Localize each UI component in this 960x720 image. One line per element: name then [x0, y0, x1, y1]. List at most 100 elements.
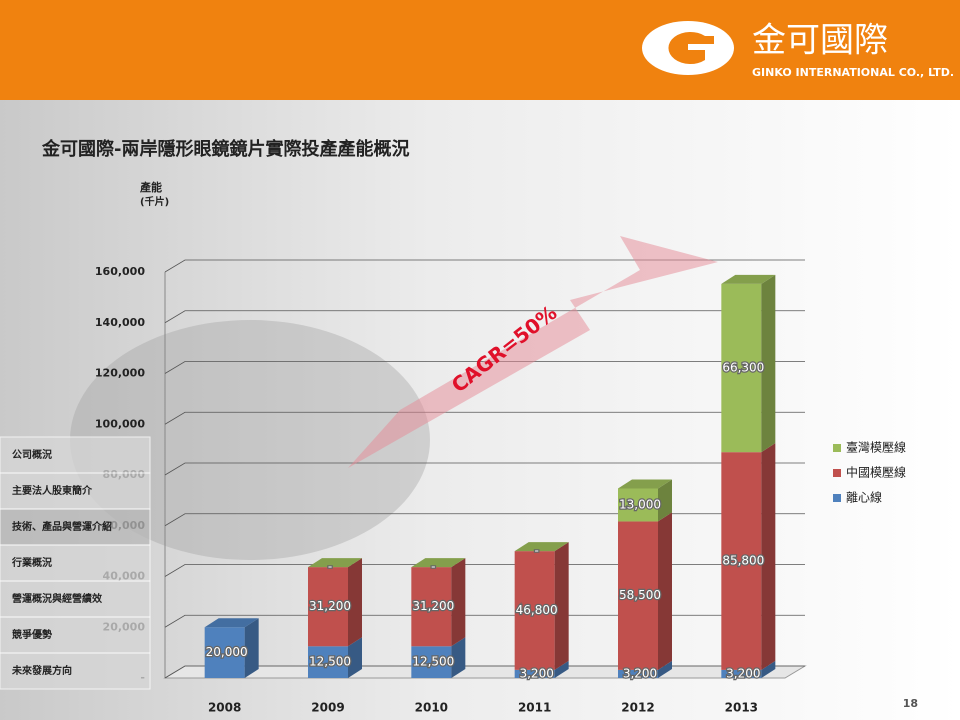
- menu-label[interactable]: 主要法人股東簡介: [12, 484, 93, 497]
- bar-side: [451, 558, 466, 647]
- menu-item[interactable]: [0, 508, 151, 546]
- legend-swatch: [833, 469, 841, 477]
- chart-title: 金可國際-兩岸隱形眼鏡鏡片實際投產產能概況: [41, 138, 409, 160]
- value-label: 13,000: [619, 497, 661, 511]
- plot: -20,00040,00060,00080,000100,000120,0001…: [95, 259, 807, 715]
- bar-segment: [308, 567, 348, 647]
- menu-label[interactable]: 競爭優勢: [12, 628, 52, 641]
- value-label: -: [328, 560, 332, 574]
- menu-label[interactable]: 未來發展方向: [11, 664, 72, 677]
- header-bar: [0, 0, 960, 100]
- grid-line: [164, 513, 805, 527]
- menu-item[interactable]: [0, 580, 151, 618]
- y-tick-label: 160,000: [95, 265, 145, 278]
- bar-top: [204, 618, 259, 628]
- menu: 公司概況主要法人股東簡介技術、產品與營運介紹行業概況營運概況與經營績效競爭優勢未…: [0, 436, 151, 690]
- value-label: 3,200: [623, 666, 657, 680]
- x-tick-label: 2009: [311, 701, 344, 715]
- growth-arrow: [348, 236, 718, 468]
- menu-label[interactable]: 行業概況: [11, 556, 52, 569]
- logo-text: 金可國際: [752, 21, 888, 61]
- bar-side: [451, 637, 466, 678]
- value-label: 58,500: [619, 588, 661, 602]
- x-tick-label: 2008: [208, 701, 241, 715]
- grid-line: [164, 259, 805, 273]
- grid-line: [164, 462, 805, 476]
- y-tick-label: 120,000: [95, 367, 145, 380]
- legend-label: 中國模壓線: [846, 465, 906, 480]
- value-label: -: [431, 560, 435, 574]
- grid-line: [164, 614, 805, 628]
- grid-line: [164, 564, 805, 577]
- x-tick-label: 2010: [415, 701, 448, 715]
- bar-segment: [308, 646, 348, 678]
- menu-label[interactable]: 營運概況與經營績效: [12, 592, 103, 605]
- bar-segment: [721, 669, 762, 678]
- legend-swatch: [833, 494, 841, 502]
- floor: [163, 665, 807, 679]
- value-label: -: [534, 544, 538, 558]
- bar-side: [761, 274, 776, 453]
- grid-line: [164, 310, 805, 324]
- bar-segment: [618, 488, 658, 522]
- grid-line: [164, 411, 805, 425]
- bar-side: [244, 618, 259, 678]
- legend-label: 臺灣模壓線: [846, 440, 906, 455]
- menu-item[interactable]: [0, 616, 151, 654]
- bar-segment: [514, 551, 555, 670]
- y-tick-label: 140,000: [95, 316, 145, 329]
- value-label: 20,000: [206, 645, 248, 659]
- bar-side: [761, 443, 776, 670]
- bar-side: [554, 660, 569, 678]
- menu-item[interactable]: [0, 544, 151, 582]
- bar-segment: [618, 669, 658, 678]
- bar-segment: [721, 283, 762, 453]
- bar-segment: [721, 452, 762, 670]
- x-tick-label: 2013: [725, 701, 758, 715]
- bar-top: [308, 558, 362, 568]
- logo: 金可國際 GINKO INTERNATIONAL CO., LTD.: [642, 21, 954, 79]
- value-label: 46,800: [516, 603, 558, 617]
- bar-side: [348, 558, 362, 647]
- eye-image: [70, 320, 430, 560]
- x-tick-label: 2012: [621, 701, 654, 715]
- menu-label[interactable]: 公司概況: [12, 448, 52, 461]
- bar-top: [721, 274, 776, 284]
- bar-side: [348, 637, 362, 678]
- grid-line: [164, 665, 805, 679]
- menu-item[interactable]: [0, 652, 151, 690]
- grid-line: [164, 361, 805, 374]
- x-tick-label: 2011: [518, 701, 551, 715]
- value-label: 31,200: [309, 599, 351, 613]
- bar-side: [761, 660, 776, 678]
- bar-top: [411, 558, 466, 568]
- y-tick-label: 100,000: [95, 417, 145, 430]
- bar-side: [658, 660, 672, 678]
- bar-side: [658, 512, 672, 670]
- bar-segment: [411, 646, 452, 678]
- logo-g: [668, 32, 714, 64]
- value-label: 85,800: [722, 554, 764, 568]
- bar-top: [514, 542, 569, 552]
- bar-segment: [411, 567, 452, 647]
- bar-side: [658, 479, 672, 522]
- legend-swatch: [833, 444, 841, 452]
- value-label: 12,500: [412, 655, 454, 669]
- bar-top: [618, 479, 672, 489]
- y-label: (千片): [140, 195, 169, 208]
- value-label: 3,200: [726, 666, 760, 680]
- y-label: 產能: [139, 180, 162, 194]
- bar-side: [554, 542, 569, 670]
- logo-subtext: GINKO INTERNATIONAL CO., LTD.: [752, 66, 954, 79]
- bar-segment: [514, 669, 555, 678]
- bar-segment: [618, 521, 658, 670]
- page-number: 18: [903, 697, 918, 710]
- value-label: 12,500: [309, 655, 351, 669]
- value-label: 3,200: [519, 666, 553, 680]
- value-label: 31,200: [412, 599, 454, 613]
- value-label: 66,300: [722, 361, 764, 375]
- menu-label[interactable]: 技術、產品與營運介紹: [12, 520, 112, 533]
